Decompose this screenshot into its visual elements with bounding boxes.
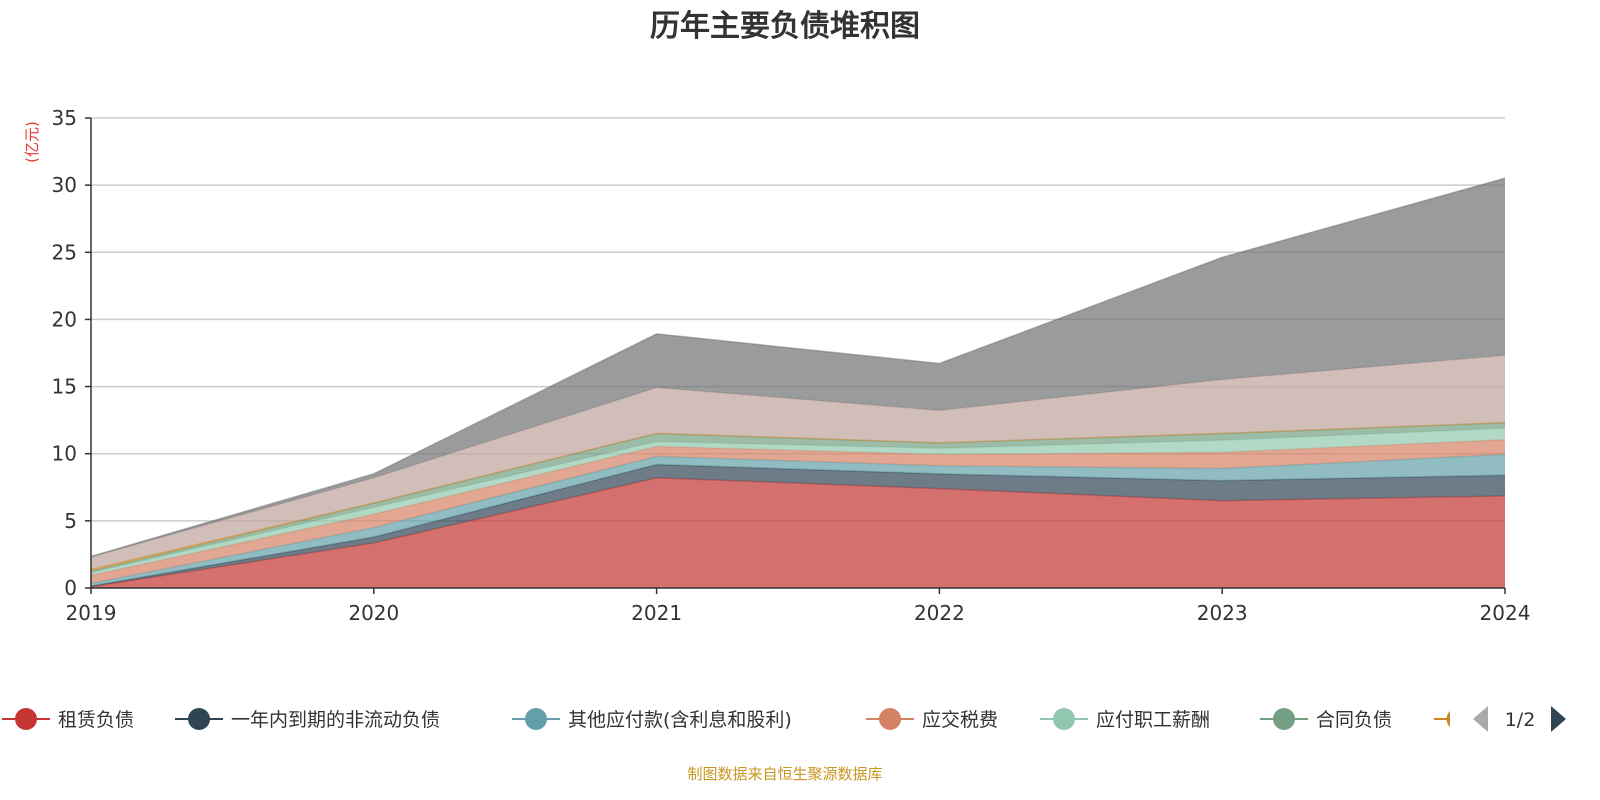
source-note: 制图数据来自恒生聚源数据库	[687, 765, 882, 783]
legend-page-indicator: 1/2	[1505, 709, 1536, 731]
x-tick-label: 2023	[1197, 601, 1248, 625]
legend-circle-icon	[1273, 708, 1295, 730]
legend-prev-page-icon[interactable]	[1473, 706, 1488, 732]
legend-label: 一年内到期的非流动负债	[231, 709, 440, 731]
y-axis-unit: (亿元)	[23, 121, 41, 163]
y-tick-label: 15	[52, 375, 77, 399]
legend-next-page-icon[interactable]	[1551, 706, 1566, 732]
line-series-9	[90, 177, 1506, 558]
legend-label: 应付职工薪酬	[1096, 709, 1210, 731]
y-tick-label: 5	[64, 509, 77, 533]
legend-item-1[interactable]: 租赁负债	[2, 708, 134, 731]
chart-title: 历年主要负债堆积图	[650, 9, 920, 44]
legend-label: 其他应付款(含利息和股利)	[568, 709, 792, 731]
area-series-1	[91, 477, 1505, 588]
y-tick-label: 25	[52, 240, 77, 264]
area-series-2	[91, 464, 1505, 587]
legend-circle-icon	[188, 708, 210, 730]
y-tick-label: 20	[52, 307, 77, 331]
x-tick-label: 2022	[914, 601, 965, 625]
legend-label: 合同负债	[1316, 709, 1392, 731]
line-series-2	[90, 463, 1506, 587]
area-series-5	[91, 428, 1505, 576]
legend-circle-icon	[1446, 711, 1450, 727]
legend-item-7[interactable]	[1434, 711, 1450, 727]
legend-label: 应交税费	[922, 709, 998, 731]
legend-item-6[interactable]: 合同负债	[1260, 708, 1392, 731]
legend-circle-icon	[15, 708, 37, 730]
legend-label: 租赁负债	[58, 709, 134, 731]
legend-item-2[interactable]: 一年内到期的非流动负债	[175, 708, 440, 731]
x-tick-label: 2019	[66, 601, 117, 625]
legend-circle-icon	[525, 708, 547, 730]
area-series-3	[91, 454, 1505, 586]
x-tick-label: 2020	[348, 601, 399, 625]
y-tick-label: 30	[52, 173, 77, 197]
legend-item-4[interactable]: 应交税费	[866, 708, 998, 731]
x-tick-label: 2024	[1480, 601, 1531, 625]
area-series-8	[91, 355, 1505, 570]
x-tick-label: 2021	[631, 601, 682, 625]
area-series-9	[91, 178, 1505, 558]
legend-circle-icon	[1053, 708, 1075, 730]
area-series-4	[91, 439, 1505, 584]
y-tick-label: 10	[52, 442, 77, 466]
legend-item-3[interactable]: 其他应付款(含利息和股利)	[512, 708, 792, 731]
legend-circle-icon	[879, 708, 901, 730]
y-tick-label: 35	[52, 106, 77, 130]
legend-item-5[interactable]: 应付职工薪酬	[1040, 708, 1210, 731]
y-tick-label: 0	[64, 576, 77, 600]
